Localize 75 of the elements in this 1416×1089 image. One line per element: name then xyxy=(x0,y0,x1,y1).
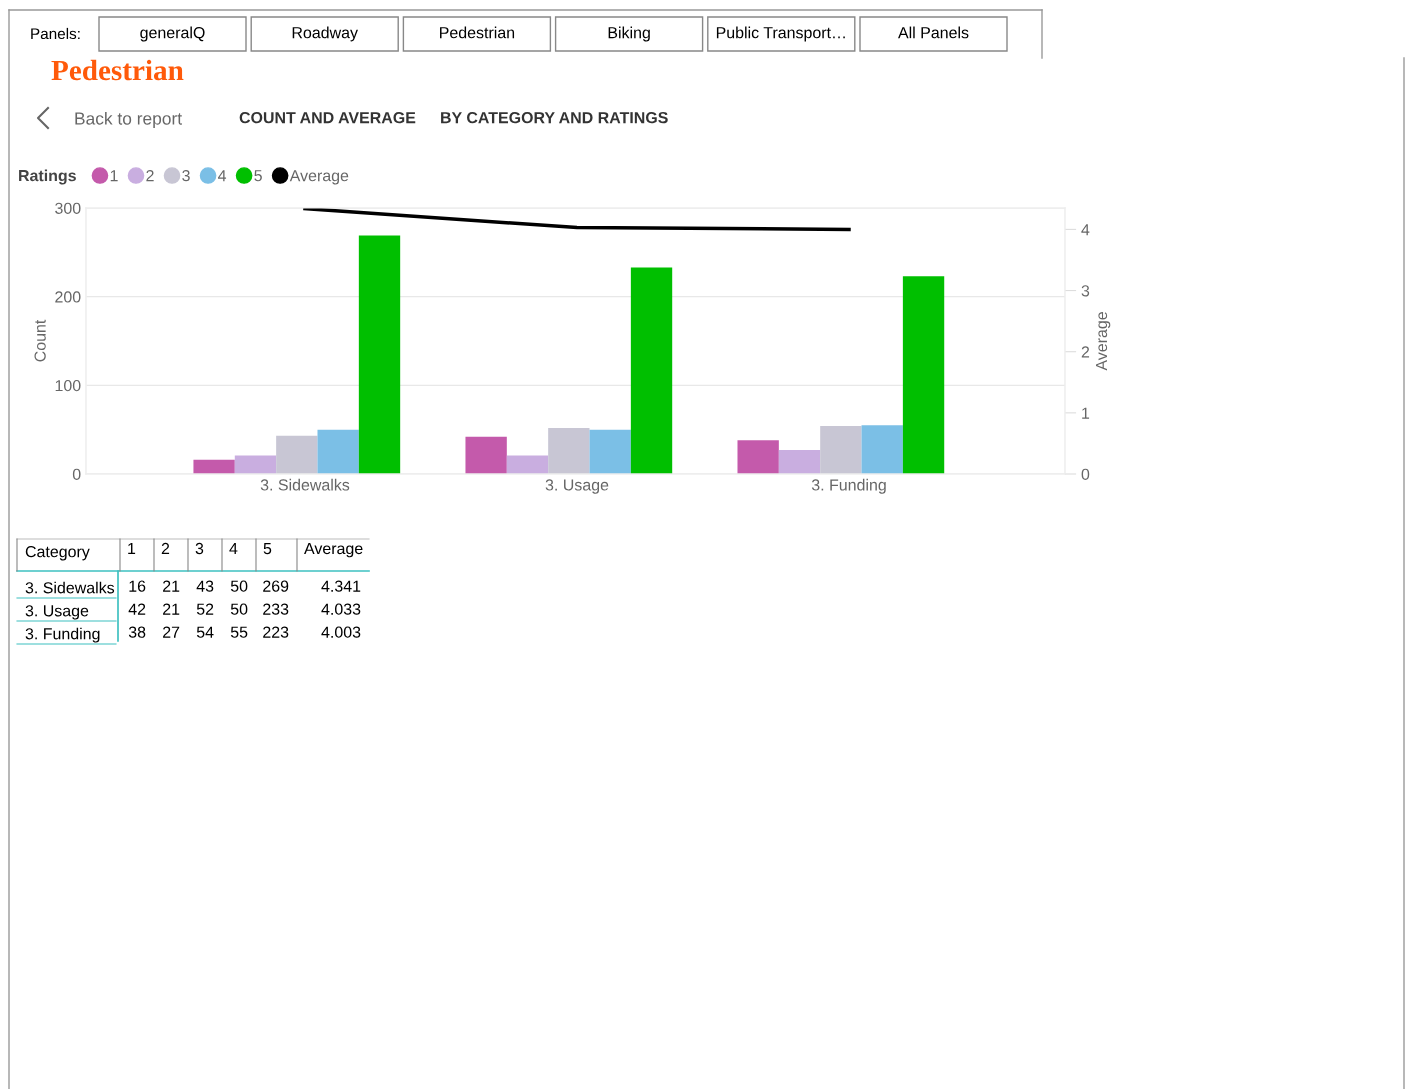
data-label: 4.033 xyxy=(321,603,361,615)
data-label: 4.003 xyxy=(321,626,361,638)
bar xyxy=(589,429,631,474)
legend-label: 1 xyxy=(110,170,118,182)
x-tick-label: 1 xyxy=(128,543,136,555)
y2-tick-label: 2 xyxy=(1081,346,1090,358)
text: COUNT AND AVERAGE xyxy=(239,111,416,124)
text: Back to report xyxy=(75,111,182,129)
y-tick-label: 3. Funding xyxy=(25,627,100,643)
bar xyxy=(861,425,903,474)
bar xyxy=(234,455,277,474)
text: Panels: xyxy=(31,27,80,40)
data-label: 223 xyxy=(263,626,289,638)
bar xyxy=(276,435,318,474)
text: Biking xyxy=(608,26,650,42)
data-label: 50 xyxy=(230,580,248,592)
bar xyxy=(548,427,590,474)
bar xyxy=(358,235,401,474)
y2-tick-label: 0 xyxy=(1081,468,1090,480)
data-label: 38 xyxy=(128,626,146,638)
text: Category xyxy=(25,545,90,561)
data-label: 42 xyxy=(128,603,146,615)
y-tick-label: 3. Sidewalks xyxy=(25,581,115,594)
data-label: 269 xyxy=(263,580,289,592)
data-label: 16 xyxy=(129,580,146,592)
y-tick-label: 3. Usage xyxy=(25,605,89,620)
y-tick-label: 0 xyxy=(72,468,81,480)
data-label: 43 xyxy=(196,580,214,592)
y2-tick-label: 3 xyxy=(1081,285,1090,297)
text: Public Transport… xyxy=(716,26,845,42)
bar xyxy=(902,276,945,474)
x-tick-label: 2 xyxy=(161,542,170,555)
x-tick-label: 3. Usage xyxy=(545,479,609,494)
data-label: 50 xyxy=(230,603,248,615)
legend-label: 3 xyxy=(182,169,190,182)
y-tick-label: 200 xyxy=(55,291,81,303)
chart-title: Pedestrian xyxy=(51,59,184,81)
x-tick-label: 5 xyxy=(263,543,272,555)
bar xyxy=(737,440,779,474)
text: All Panels xyxy=(898,26,969,39)
y2-tick-label: 4 xyxy=(1081,224,1090,236)
bar xyxy=(778,450,821,474)
text: Pedestrian xyxy=(440,26,515,39)
data-label: 52 xyxy=(196,603,214,615)
bar xyxy=(820,426,862,474)
y-axis-title: Count xyxy=(34,319,46,362)
legend-label: Average xyxy=(289,170,349,185)
x-tick-label: 3. Funding xyxy=(811,478,886,494)
data-label: 55 xyxy=(230,626,248,638)
data-label: 54 xyxy=(196,626,214,638)
x-tick-label: 4 xyxy=(229,543,238,555)
text: Roadway xyxy=(292,26,358,42)
data-label: 21 xyxy=(163,603,180,615)
legend-label: 4 xyxy=(218,170,227,182)
bar xyxy=(193,459,235,474)
data-label: 233 xyxy=(263,603,289,615)
data-label: 21 xyxy=(163,580,180,592)
bar xyxy=(465,436,507,474)
legend-label: 5 xyxy=(254,170,262,182)
x-tick-label: 3. Sidewalks xyxy=(260,478,350,491)
bar xyxy=(630,267,673,474)
bar xyxy=(506,455,549,474)
legend-label: 2 xyxy=(146,169,154,182)
data-label: 27 xyxy=(163,626,180,638)
bar xyxy=(317,429,359,474)
text: generalQ xyxy=(140,26,205,42)
y-tick-label: 100 xyxy=(55,379,81,392)
text: BY CATEGORY AND RATINGS xyxy=(441,111,668,124)
y-tick-label: 300 xyxy=(55,202,81,214)
y2-axis-title: Average xyxy=(1096,312,1111,371)
data-label: 4.341 xyxy=(321,580,361,592)
x-tick-label: Average xyxy=(304,543,363,558)
x-tick-label: 3 xyxy=(195,542,204,555)
legend-title: Ratings xyxy=(19,169,76,185)
y2-tick-label: 1 xyxy=(1082,407,1090,419)
